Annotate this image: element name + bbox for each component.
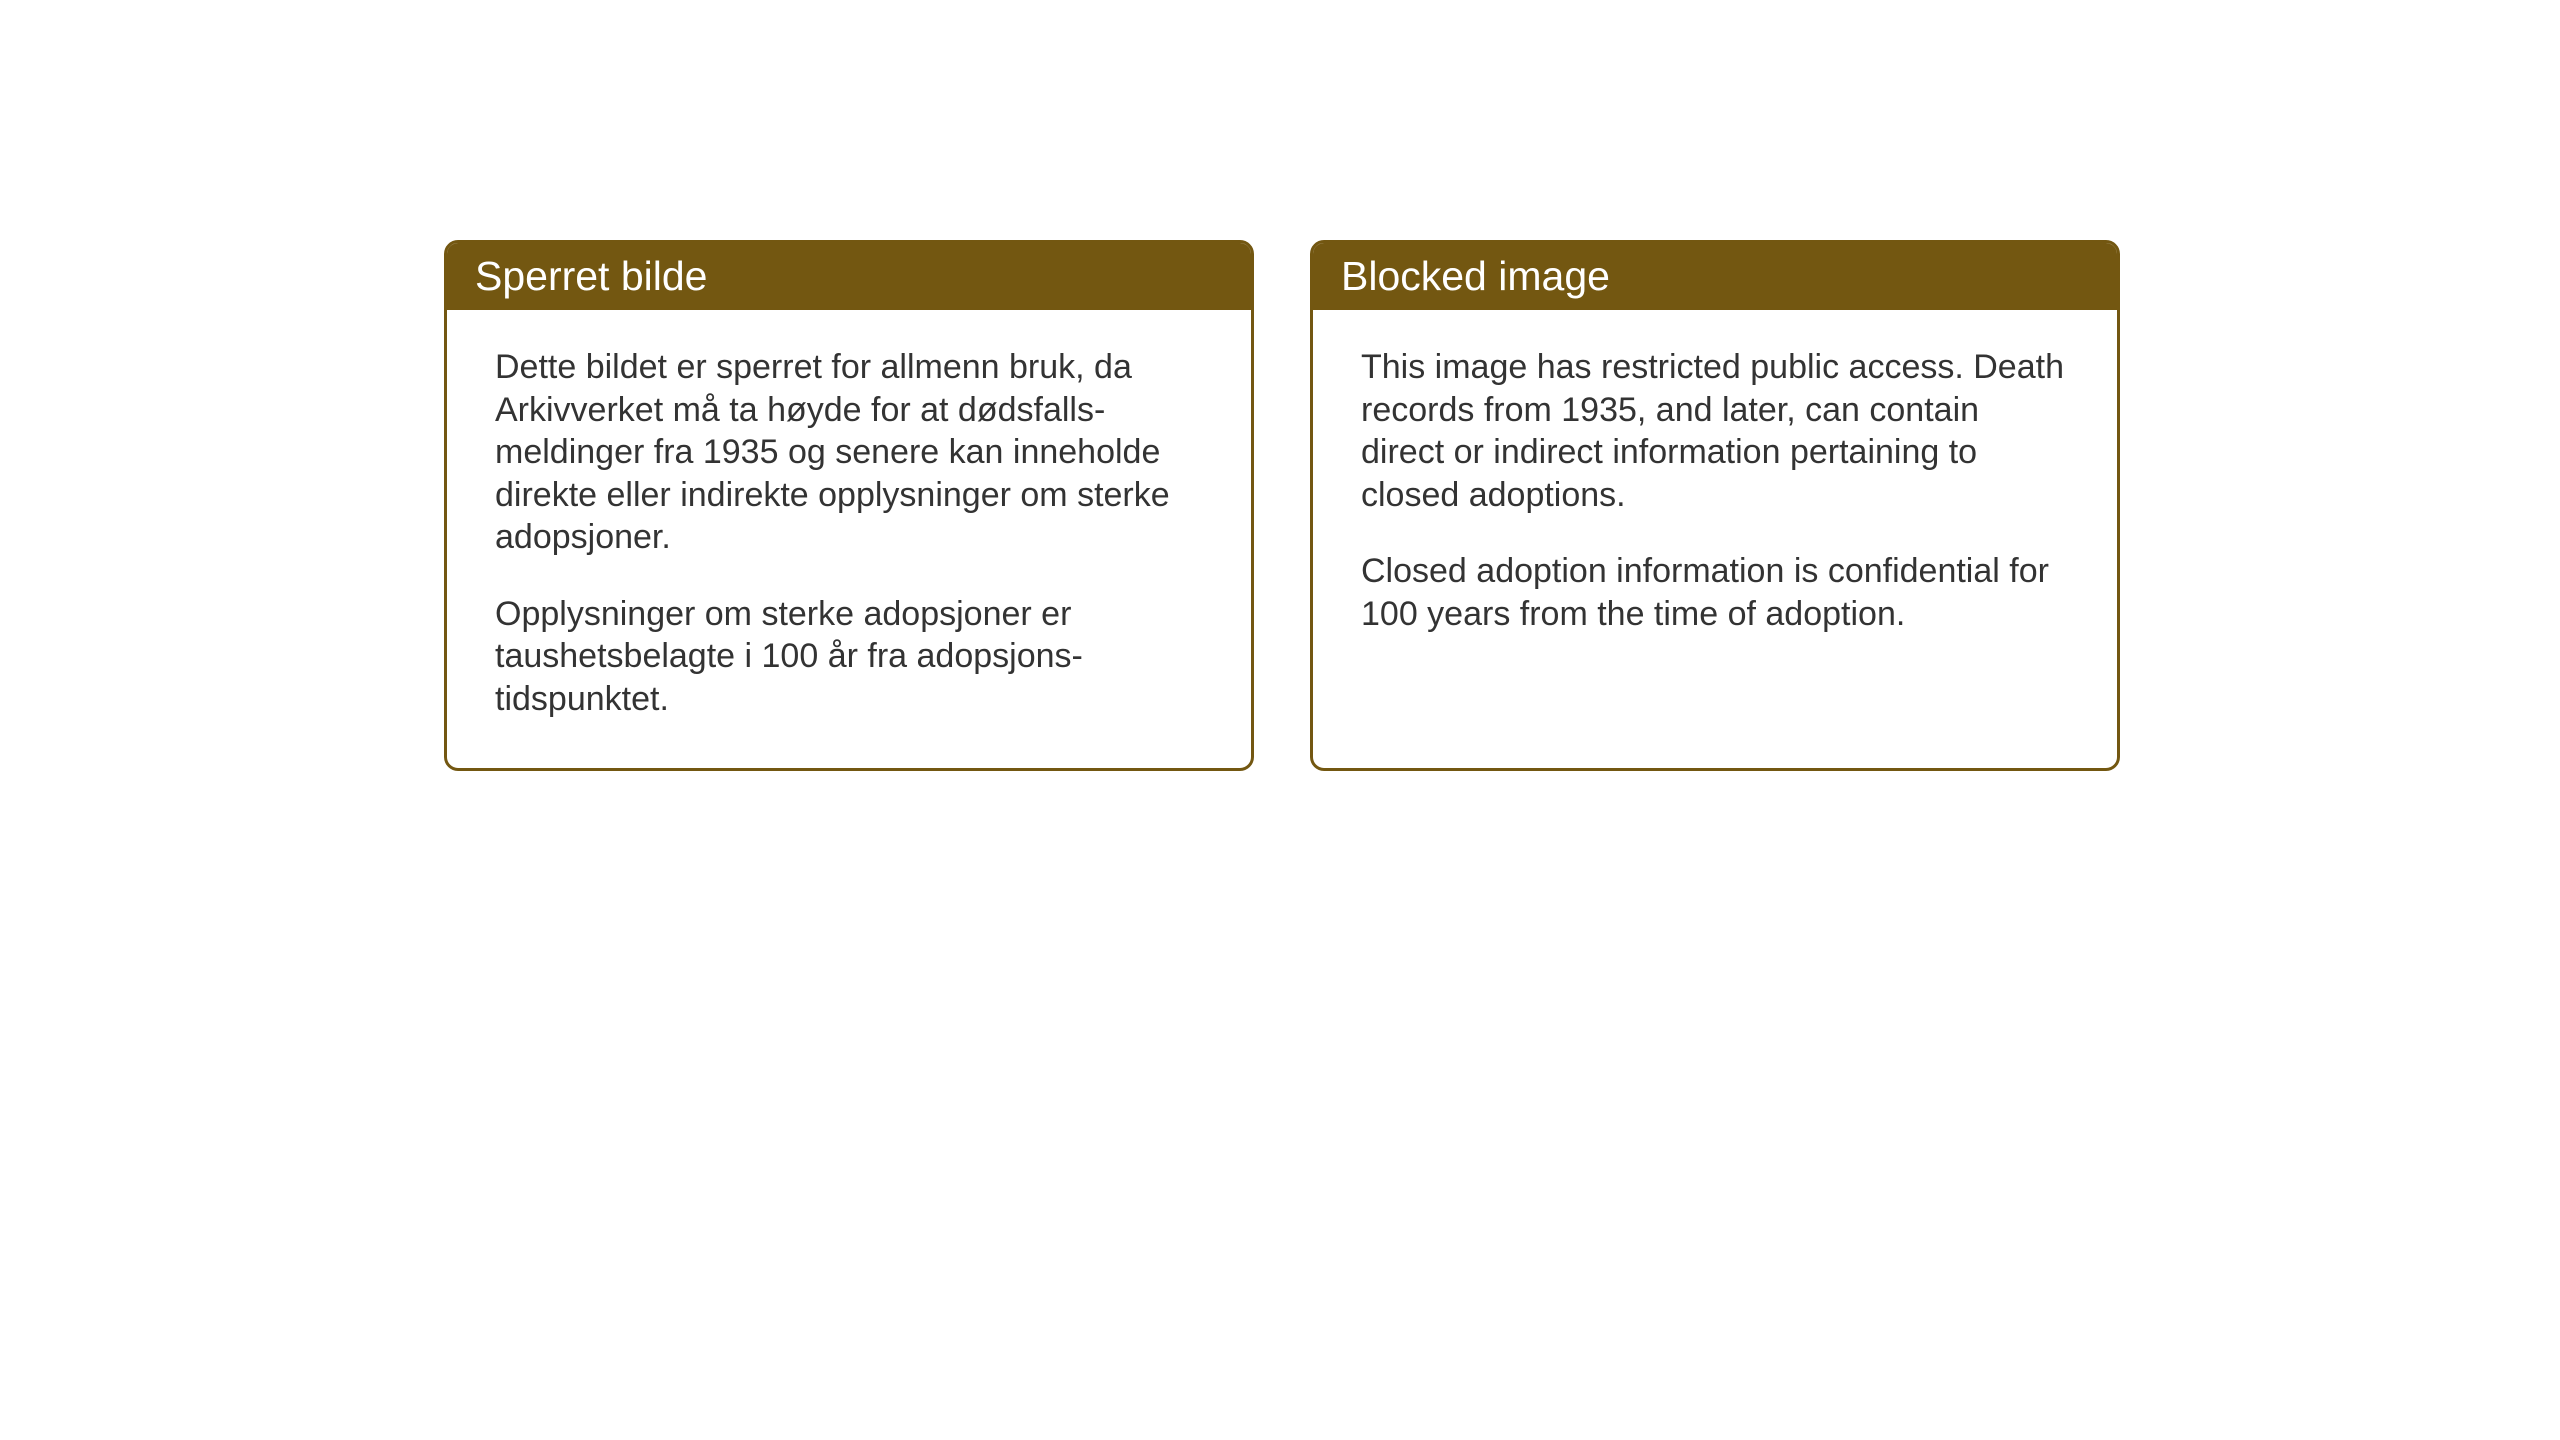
card-body-norwegian: Dette bildet er sperret for allmenn bruk… [447,310,1251,768]
notice-paragraph: This image has restricted public access.… [1361,346,2069,516]
card-header-norwegian: Sperret bilde [447,243,1251,310]
card-header-english: Blocked image [1313,243,2117,310]
notice-paragraph: Opplysninger om sterke adopsjoner er tau… [495,593,1203,721]
notice-card-english: Blocked image This image has restricted … [1310,240,2120,771]
notice-paragraph: Closed adoption information is confident… [1361,550,2069,635]
notice-card-norwegian: Sperret bilde Dette bildet er sperret fo… [444,240,1254,771]
notice-container: Sperret bilde Dette bildet er sperret fo… [0,0,2560,771]
notice-paragraph: Dette bildet er sperret for allmenn bruk… [495,346,1203,559]
card-body-english: This image has restricted public access.… [1313,310,2117,683]
